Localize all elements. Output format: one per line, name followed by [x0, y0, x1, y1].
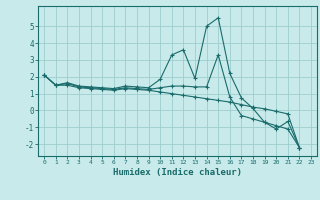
X-axis label: Humidex (Indice chaleur): Humidex (Indice chaleur) — [113, 168, 242, 177]
